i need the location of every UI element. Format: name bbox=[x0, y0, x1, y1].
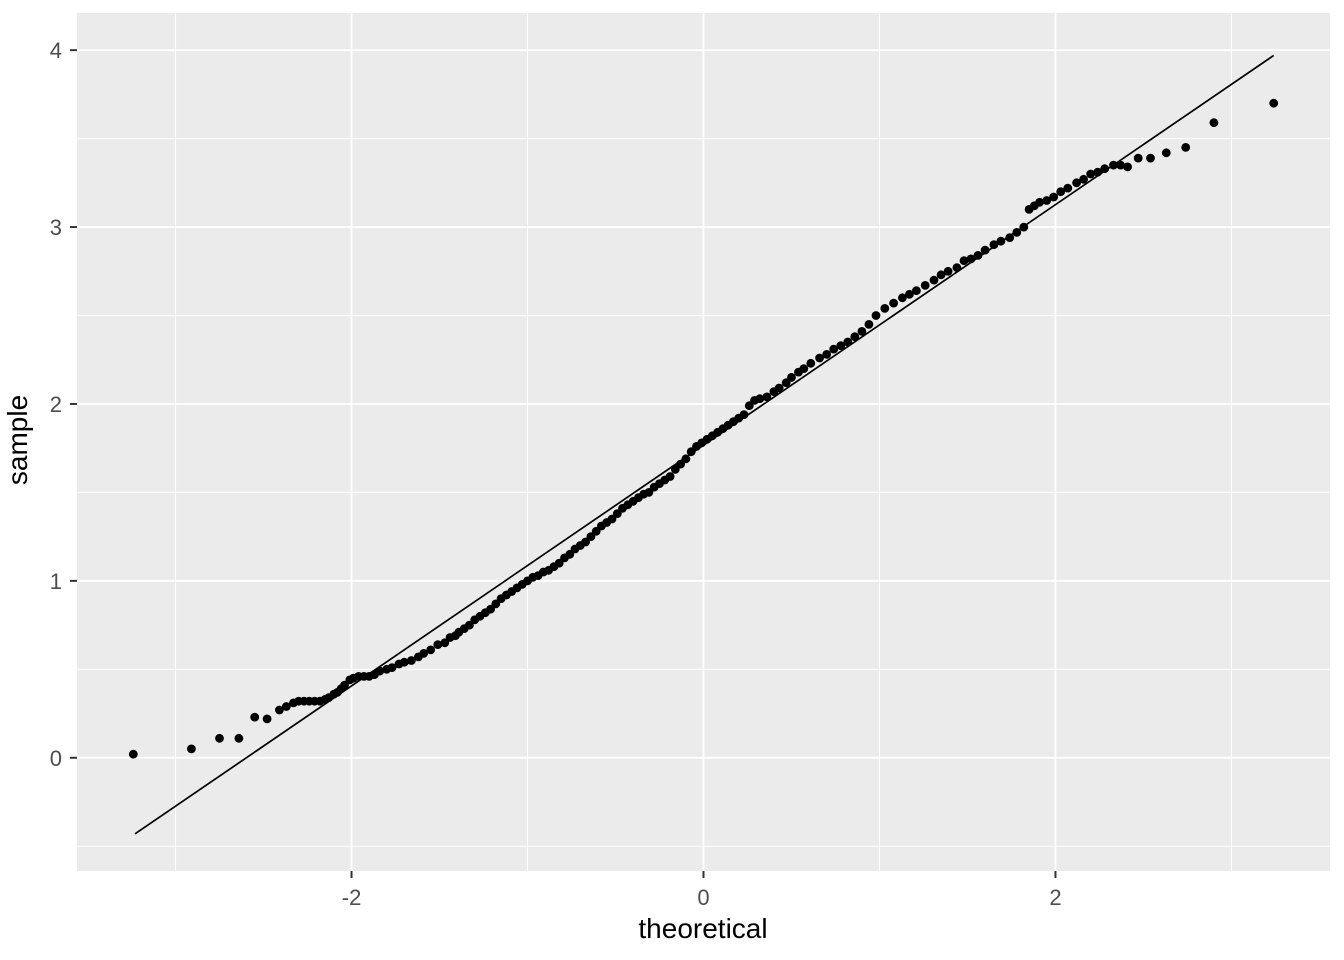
data-point bbox=[755, 394, 765, 404]
data-point bbox=[822, 350, 832, 359]
data-point bbox=[581, 537, 590, 547]
data-point bbox=[407, 656, 416, 665]
data-point bbox=[799, 364, 809, 373]
y-tick-label: 0 bbox=[50, 746, 62, 771]
data-point bbox=[387, 663, 397, 672]
data-point bbox=[234, 733, 244, 743]
data-point bbox=[774, 383, 784, 393]
data-point bbox=[1072, 178, 1081, 188]
data-point bbox=[1146, 153, 1155, 163]
data-point bbox=[929, 275, 939, 285]
x-axis-title: theoretical bbox=[638, 913, 767, 944]
data-point bbox=[665, 472, 675, 481]
data-point bbox=[426, 645, 436, 655]
data-point bbox=[936, 270, 946, 280]
y-tick-label: 4 bbox=[50, 38, 62, 63]
data-point bbox=[262, 714, 272, 724]
data-point bbox=[1133, 153, 1143, 163]
data-point bbox=[989, 240, 999, 250]
data-point bbox=[1056, 187, 1066, 197]
x-tick-label: 2 bbox=[1049, 885, 1061, 910]
data-point bbox=[433, 640, 443, 649]
data-point bbox=[250, 712, 260, 722]
data-point bbox=[1049, 192, 1059, 202]
data-point bbox=[1086, 169, 1096, 179]
data-point bbox=[959, 256, 969, 266]
y-tick-label: 3 bbox=[50, 215, 62, 240]
data-point bbox=[1042, 196, 1052, 205]
data-point bbox=[1005, 233, 1015, 243]
y-tick-label: 2 bbox=[50, 392, 62, 417]
data-point bbox=[920, 281, 930, 290]
data-point bbox=[1209, 118, 1219, 128]
data-point bbox=[1079, 174, 1088, 184]
data-point bbox=[187, 744, 196, 754]
data-point bbox=[275, 705, 284, 715]
data-point bbox=[880, 304, 890, 313]
data-point bbox=[128, 749, 138, 759]
data-point bbox=[787, 373, 796, 382]
x-tick-label: 0 bbox=[697, 885, 709, 910]
data-point bbox=[973, 251, 983, 260]
data-point bbox=[850, 332, 860, 342]
data-point bbox=[815, 353, 824, 363]
data-point bbox=[1269, 98, 1279, 108]
data-point bbox=[1035, 197, 1044, 207]
data-point bbox=[864, 320, 874, 329]
x-tick-label: -2 bbox=[342, 885, 362, 910]
y-axis-title: sample bbox=[2, 395, 33, 485]
axis-tick-marks bbox=[70, 49, 1057, 878]
data-point bbox=[1116, 160, 1125, 170]
data-point bbox=[1181, 143, 1191, 152]
data-point bbox=[399, 657, 409, 667]
data-point bbox=[980, 245, 990, 255]
data-point bbox=[1100, 164, 1110, 174]
data-point bbox=[282, 702, 291, 711]
data-point bbox=[806, 358, 816, 368]
data-point bbox=[889, 298, 898, 308]
data-point bbox=[857, 327, 867, 336]
data-point bbox=[1161, 148, 1171, 158]
data-point bbox=[607, 514, 617, 524]
data-point bbox=[215, 733, 224, 743]
data-point bbox=[905, 289, 914, 299]
data-point bbox=[943, 266, 953, 276]
data-point bbox=[1123, 162, 1132, 172]
y-tick-label: 1 bbox=[50, 569, 62, 594]
data-point bbox=[762, 392, 772, 402]
data-point bbox=[419, 649, 429, 658]
data-point bbox=[836, 341, 846, 350]
data-point bbox=[898, 293, 907, 303]
reference-line bbox=[134, 54, 1275, 835]
data-point bbox=[912, 286, 921, 296]
data-points-layer bbox=[128, 98, 1279, 759]
data-point bbox=[829, 344, 839, 354]
axis-tick-labels: -2 0 2 0 1 2 3 4 bbox=[50, 38, 1062, 910]
data-point bbox=[871, 311, 881, 320]
data-point bbox=[1063, 183, 1073, 193]
